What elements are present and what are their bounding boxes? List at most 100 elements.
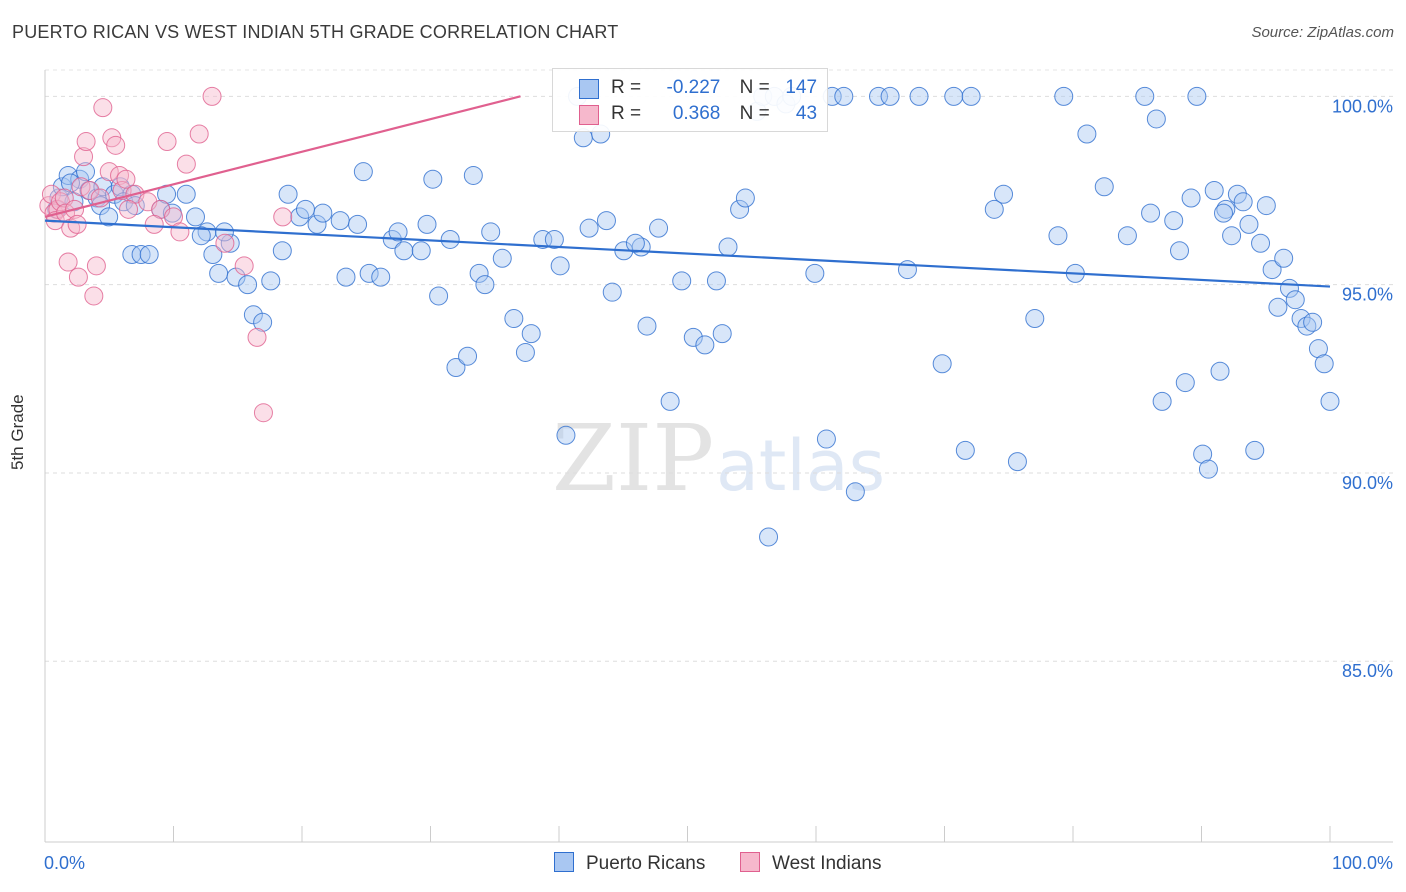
data-point	[994, 184, 1014, 204]
data-point	[99, 162, 119, 182]
data-point	[660, 391, 680, 411]
data-point	[253, 403, 273, 423]
data-point	[307, 214, 327, 234]
data-point	[86, 256, 106, 276]
data-point	[353, 162, 373, 182]
trend-line-puerto-ricans	[44, 219, 1331, 288]
data-point	[185, 207, 205, 227]
data-point	[371, 267, 391, 287]
data-point	[336, 267, 356, 287]
data-point	[116, 169, 136, 189]
legend-r-label: R =	[611, 103, 647, 124]
data-point	[515, 342, 535, 362]
data-point	[1181, 188, 1201, 208]
data-point	[909, 86, 929, 106]
data-point	[1025, 309, 1045, 329]
data-point	[273, 207, 293, 227]
data-point	[74, 147, 94, 167]
data-point	[544, 229, 564, 249]
legend-swatch-pink	[579, 105, 599, 125]
data-point	[475, 275, 495, 295]
data-point	[695, 335, 715, 355]
data-point	[1274, 248, 1294, 268]
data-point	[61, 218, 81, 238]
data-point	[139, 245, 159, 265]
data-point	[1268, 297, 1288, 317]
data-point	[897, 260, 917, 280]
stats-legend: R = -0.227 N = 147 R = 0.368 N = 43	[552, 68, 828, 132]
data-point	[1204, 181, 1224, 201]
data-point	[1141, 203, 1161, 223]
data-point	[68, 267, 88, 287]
data-point	[718, 237, 738, 257]
data-point	[735, 188, 755, 208]
data-point	[759, 527, 779, 547]
data-point	[76, 132, 96, 152]
data-point	[481, 222, 501, 242]
data-point	[521, 324, 541, 344]
data-point	[170, 222, 190, 242]
data-point	[1245, 440, 1265, 460]
data-point	[1210, 361, 1230, 381]
data-point	[492, 248, 512, 268]
data-point	[880, 86, 900, 106]
axes	[44, 70, 1393, 843]
data-point	[1152, 391, 1172, 411]
bottom-legend-label: Puerto Ricans	[586, 853, 706, 874]
data-point	[944, 86, 964, 106]
data-point	[834, 86, 854, 106]
data-point	[961, 86, 981, 106]
data-point	[112, 181, 132, 201]
data-point	[99, 207, 119, 227]
data-point	[1146, 109, 1166, 129]
data-point	[157, 132, 177, 152]
y-tick-label: 90.0%	[1342, 473, 1393, 493]
series-west-indians	[39, 86, 293, 423]
data-point	[649, 218, 669, 238]
data-point	[869, 86, 889, 106]
data-point	[1135, 86, 1155, 106]
y-tick-label: 100.0%	[1332, 96, 1393, 116]
data-point	[533, 229, 553, 249]
data-point	[197, 222, 217, 242]
bottom-legend-puerto-ricans: Puerto Ricans	[554, 852, 705, 875]
data-point	[672, 271, 692, 291]
legend-n-value: 147	[785, 77, 818, 98]
data-point	[955, 440, 975, 460]
data-point	[144, 214, 164, 234]
data-point	[1054, 86, 1074, 106]
legend-n-label: N =	[739, 77, 776, 98]
grid	[45, 69, 1393, 662]
watermark-atlas: atlas	[716, 425, 885, 507]
data-point	[1213, 203, 1233, 223]
data-point	[226, 267, 246, 287]
data-point	[637, 316, 657, 336]
data-point	[1077, 124, 1097, 144]
data-point	[1193, 444, 1213, 464]
data-point	[816, 429, 836, 449]
data-point	[106, 135, 126, 155]
data-point	[556, 425, 576, 445]
legend-swatch-blue	[579, 79, 599, 99]
data-point	[683, 327, 703, 347]
data-point	[202, 86, 222, 106]
data-point	[1007, 452, 1027, 472]
data-point	[1222, 226, 1242, 246]
bottom-legend-west-indians: West Indians	[740, 852, 881, 875]
data-point	[119, 199, 139, 219]
legend-n-label: N =	[739, 103, 776, 124]
data-point	[1175, 373, 1195, 393]
legend-r-value: 0.368	[672, 103, 721, 124]
data-point	[1239, 214, 1259, 234]
data-point	[272, 241, 292, 261]
data-point	[932, 354, 952, 374]
data-point	[1303, 312, 1323, 332]
data-point	[176, 184, 196, 204]
data-point	[417, 214, 437, 234]
tick-labels: 85.0% 90.0% 95.0% 100.0% 0.0% 100.0%	[44, 96, 1393, 873]
data-point	[388, 222, 408, 242]
data-point	[458, 346, 478, 366]
data-point	[463, 165, 483, 185]
data-point	[602, 282, 622, 302]
data-point	[348, 214, 368, 234]
